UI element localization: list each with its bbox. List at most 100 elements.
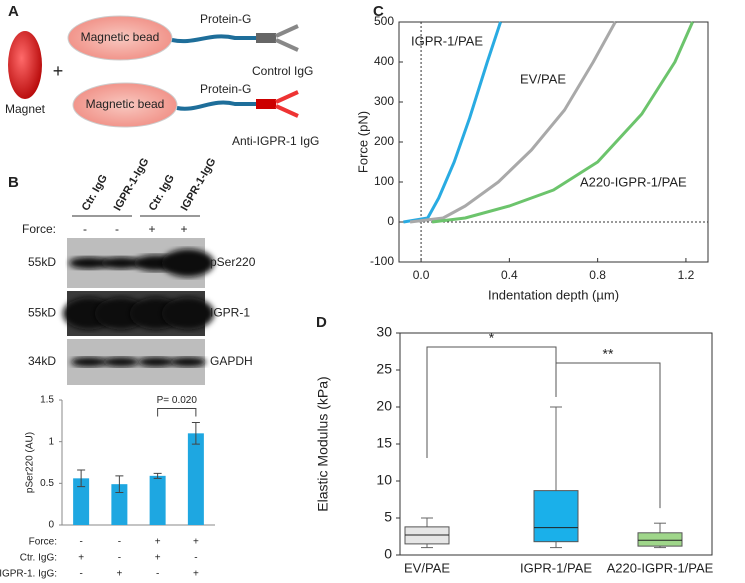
bead-label: Magnetic bead [81, 30, 160, 44]
lane-label: IGPR-1-IgG [112, 156, 152, 213]
sig-bracket [555, 362, 661, 509]
y-tick-label: 20 [376, 398, 392, 414]
x-tick-label: IGPR-1/PAE [520, 560, 592, 575]
row-sign: + [116, 569, 122, 580]
row-sign: - [118, 553, 121, 564]
p-bracket [157, 408, 197, 417]
row-sign: - [79, 537, 82, 548]
blot-band [162, 297, 214, 330]
blot-band [103, 357, 139, 367]
bead [72, 82, 178, 128]
igg-arms [275, 24, 299, 52]
y-tick-label: 1.5 [40, 395, 54, 406]
antibody-label: Anti-IGPR-1 IgG [232, 134, 319, 148]
bead-label: Magnetic bead [86, 97, 165, 111]
force-sign: + [180, 222, 187, 236]
antibody-label: Control IgG [252, 64, 313, 78]
y-tick-label: 0 [384, 546, 392, 562]
row-sign: - [118, 537, 121, 548]
row-sign: + [193, 537, 199, 548]
protein-g [176, 100, 258, 111]
protein-g [171, 34, 258, 44]
marker: 55kD [28, 306, 56, 320]
bar [73, 478, 90, 525]
strip-label: GAPDH [210, 354, 253, 368]
row-sign: + [193, 569, 199, 580]
igg-stem [256, 99, 276, 109]
y-tick-label: 25 [376, 361, 392, 377]
panel-label: B [8, 174, 19, 191]
x-tick-label: 0.0 [413, 268, 430, 282]
row-sign: + [155, 553, 161, 564]
igg-arms [275, 90, 299, 118]
bar [111, 484, 128, 525]
y-tick-label: 100 [374, 174, 394, 188]
y-tick-label: 0 [387, 214, 394, 228]
sig-label: ** [603, 346, 614, 362]
panel-label: D [316, 314, 327, 331]
y-tick-label: 5 [384, 509, 392, 525]
panel-label: C [373, 3, 384, 20]
error-bar [77, 469, 86, 488]
sig-bracket [426, 346, 557, 458]
linker-label: Protein-G [200, 12, 251, 26]
x-tick-label: 0.4 [501, 268, 518, 282]
blot-band [71, 357, 107, 367]
row-sign: - [79, 569, 82, 580]
error-bar [115, 475, 124, 493]
y-tick-label: 500 [374, 14, 394, 28]
error-bar [191, 422, 200, 445]
row-sign: + [155, 537, 161, 548]
force-sign: - [83, 222, 87, 236]
panel-label: A [8, 3, 19, 20]
force-sign: - [115, 222, 119, 236]
row-sign: - [156, 569, 159, 580]
blot-band [101, 257, 141, 269]
box [533, 490, 579, 543]
x-tick-label: 1.2 [678, 268, 695, 282]
row-label: Force: [29, 537, 57, 548]
igg-stem [256, 33, 276, 43]
y-tick-label: 15 [376, 435, 392, 451]
y-tick-label: 0.5 [40, 478, 54, 489]
force-curve [403, 21, 502, 224]
plot-frame [398, 21, 709, 263]
y-tick-label: 10 [376, 472, 392, 488]
y-tick-label: -100 [370, 254, 394, 268]
magnet-label: Magnet [5, 102, 46, 116]
blot-band [138, 357, 174, 367]
force-sign: + [148, 222, 155, 236]
series-label: A220-IGPR-1/PAE [580, 174, 687, 189]
marker: 34kD [28, 354, 56, 368]
bar [187, 433, 204, 525]
lane-label: Ctr. IgG [147, 173, 177, 213]
y-tick-label: 200 [374, 134, 394, 148]
y-tick-label: 0 [48, 520, 54, 531]
blot-band [69, 257, 109, 269]
row-sign: + [78, 553, 84, 564]
force-curve [409, 21, 617, 224]
x-axis-label: Indentation depth (µm) [488, 287, 619, 302]
x-tick-label: 0.8 [589, 268, 606, 282]
magnet [8, 31, 42, 99]
y-axis-label: Elastic Modulus (kPa) [315, 376, 331, 511]
y-axis-label: Force (pN) [355, 111, 370, 173]
y-axis-label: pSer220 (AU) [25, 432, 36, 493]
sig-label: * [489, 330, 495, 346]
y-tick-label: 400 [374, 54, 394, 68]
marker: 55kD [28, 255, 56, 269]
bead [67, 15, 173, 61]
p-value: P= 0.020 [157, 395, 198, 406]
plus: + [53, 61, 64, 81]
lane-label: Ctr. IgG [80, 173, 110, 213]
bar [149, 475, 166, 525]
blot-band [162, 249, 214, 277]
lane-label: IGPR-1-IgG [179, 156, 219, 213]
row-sign: - [194, 553, 197, 564]
y-tick-label: 300 [374, 94, 394, 108]
row-label: Ctr. IgG: [20, 553, 57, 564]
series-label: IGPR-1/PAE [411, 33, 483, 48]
blot-band [170, 357, 206, 367]
strip-label: pSer220 [210, 255, 256, 269]
